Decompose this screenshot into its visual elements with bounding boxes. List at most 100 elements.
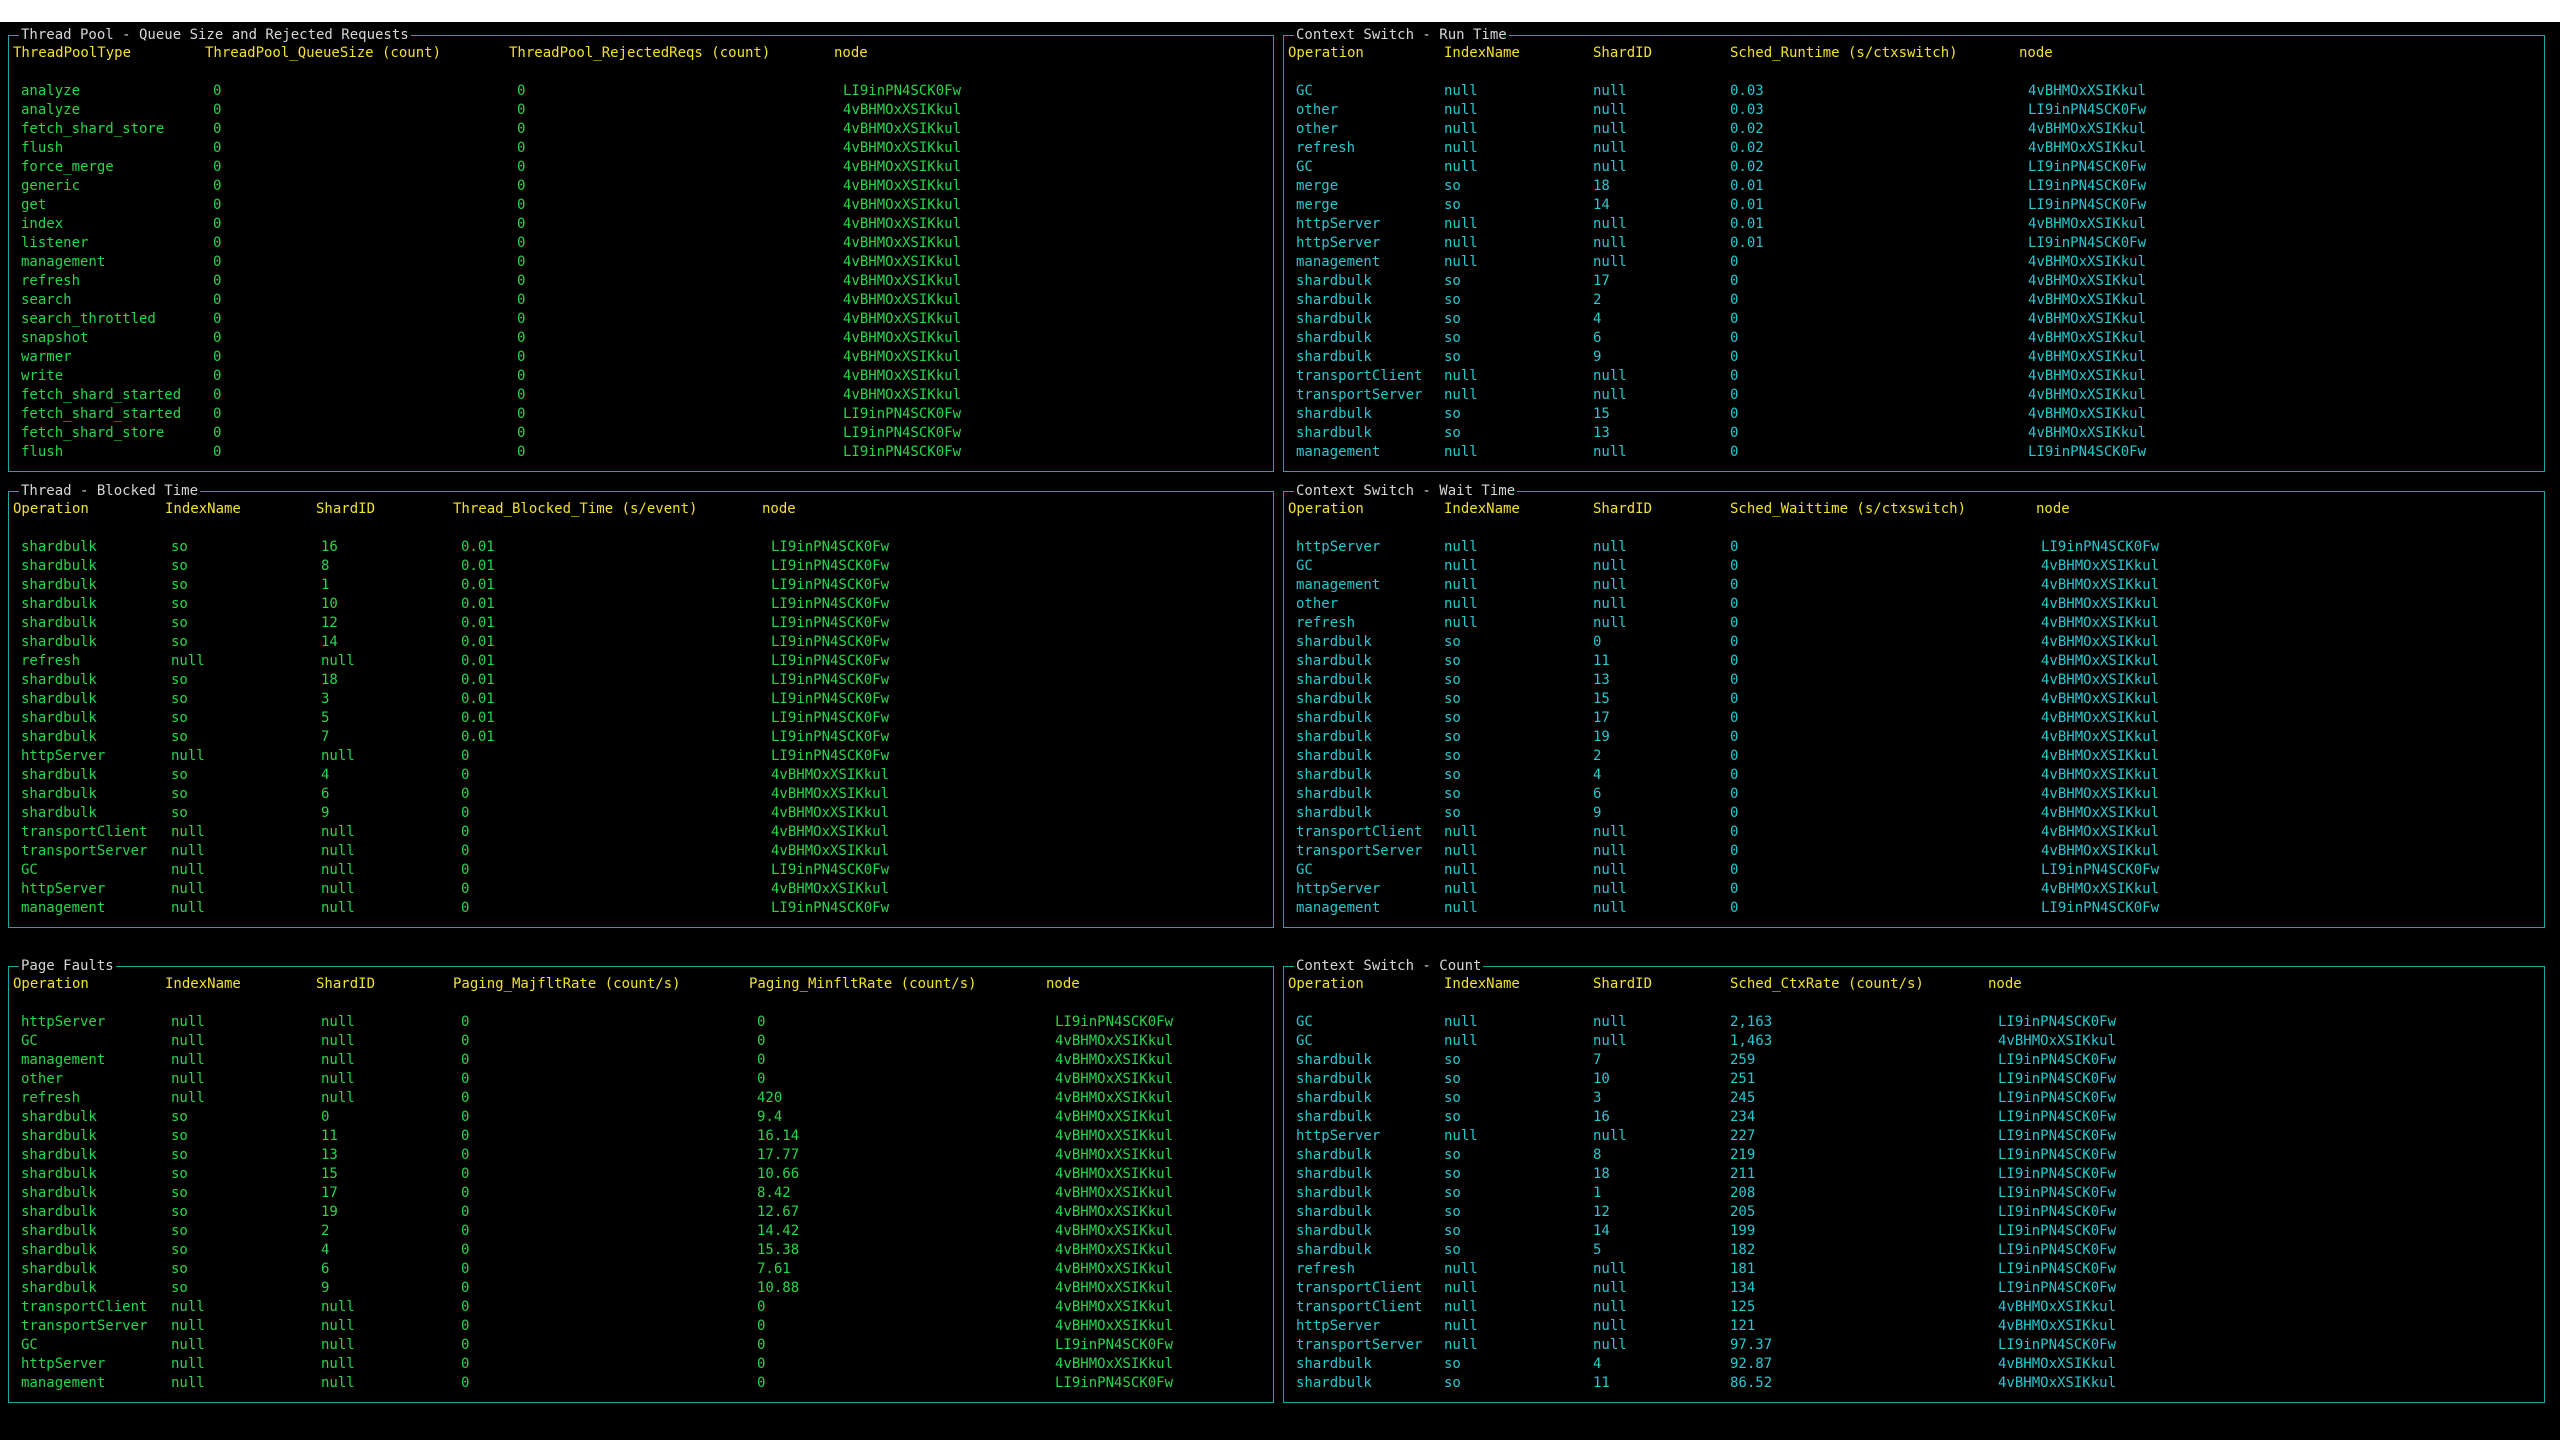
column-header[interactable]: Sched_CtxRate (count/s): [1730, 976, 1924, 992]
table-row[interactable]: refresh null null 0 420 4vBHMOxXSIKkul: [9, 1089, 1273, 1108]
table-row[interactable]: shardbulk so 6 0 4vBHMOxXSIKkul: [9, 785, 1273, 804]
table-row[interactable]: GC null null 0.02 LI9inPN4SCK0Fw: [1284, 158, 2544, 177]
table-row[interactable]: shardbulk so 4 0 15.38 4vBHMOxXSIKkul: [9, 1241, 1273, 1260]
table-row[interactable]: shardbulk so 13 0 17.77 4vBHMOxXSIKkul: [9, 1146, 1273, 1165]
table-row[interactable]: shardbulk so 15 0 4vBHMOxXSIKkul: [1284, 690, 2544, 709]
column-header[interactable]: Paging_MajfltRate (count/s): [453, 976, 681, 992]
table-row[interactable]: shardbulk so 9 0 4vBHMOxXSIKkul: [1284, 804, 2544, 823]
table-row[interactable]: GC null null 0.03 4vBHMOxXSIKkul: [1284, 82, 2544, 101]
column-header[interactable]: Operation: [13, 976, 89, 992]
column-header[interactable]: ThreadPool_QueueSize (count): [205, 45, 442, 61]
column-header[interactable]: IndexName: [165, 976, 241, 992]
column-header[interactable]: ShardID: [1593, 501, 1653, 517]
table-row[interactable]: management null null 0 0 4vBHMOxXSIKkul: [9, 1051, 1273, 1070]
table-row[interactable]: flush 0 0 LI9inPN4SCK0Fw: [9, 443, 1273, 462]
table-row[interactable]: refresh null null 0.02 4vBHMOxXSIKkul: [1284, 139, 2544, 158]
table-row[interactable]: transportServer null null 0 4vBHMOxXSIKkul: [9, 842, 1273, 861]
table-row[interactable]: shardbulk so 4 0 4vBHMOxXSIKkul: [1284, 766, 2544, 785]
table-row[interactable]: httpServer null null 121 4vBHMOxXSIKkul: [1284, 1317, 2544, 1336]
table-row[interactable]: management null null 0 LI9inPN4SCK0Fw: [1284, 443, 2544, 462]
table-row[interactable]: shardbulk so 9 0 10.88 4vBHMOxXSIKkul: [9, 1279, 1273, 1298]
table-row[interactable]: GC null null 0 4vBHMOxXSIKkul: [1284, 557, 2544, 576]
table-body[interactable]: shardbulk so 16 0.01 LI9inPN4SCK0Fw shardbulk…: [9, 538, 1273, 918]
table-row[interactable]: shardbulk so 18 0.01 LI9inPN4SCK0Fw: [9, 671, 1273, 690]
table-row[interactable]: transportServer null null 0 0 4vBHMOxXSIKkul: [9, 1317, 1273, 1336]
table-row[interactable]: shardbulk so 9 0 4vBHMOxXSIKkul: [9, 804, 1273, 823]
column-header[interactable]: node: [2019, 45, 2053, 61]
column-header[interactable]: node: [762, 501, 796, 517]
table-row[interactable]: other null null 0 4vBHMOxXSIKkul: [1284, 595, 2544, 614]
table-row[interactable]: transportServer null null 0 4vBHMOxXSIKkul: [1284, 842, 2544, 861]
table-row[interactable]: shardbulk so 18 211 LI9inPN4SCK0Fw: [1284, 1165, 2544, 1184]
table-row[interactable]: refresh null null 0 4vBHMOxXSIKkul: [1284, 614, 2544, 633]
table-row[interactable]: shardbulk so 13 0 4vBHMOxXSIKkul: [1284, 671, 2544, 690]
column-header[interactable]: IndexName: [1444, 501, 1520, 517]
table-row[interactable]: shardbulk so 6 0 4vBHMOxXSIKkul: [1284, 329, 2544, 348]
table-row[interactable]: httpServer null null 0 LI9inPN4SCK0Fw: [9, 747, 1273, 766]
table-row[interactable]: shardbulk so 14 199 LI9inPN4SCK0Fw: [1284, 1222, 2544, 1241]
table-row[interactable]: shardbulk so 19 0 12.67 4vBHMOxXSIKkul: [9, 1203, 1273, 1222]
table-row[interactable]: shardbulk so 0 0 4vBHMOxXSIKkul: [1284, 633, 2544, 652]
table-row[interactable]: GC null null 0 0 LI9inPN4SCK0Fw: [9, 1336, 1273, 1355]
table-row[interactable]: get 0 0 4vBHMOxXSIKkul: [9, 196, 1273, 215]
table-row[interactable]: httpServer null null 0.01 4vBHMOxXSIKkul: [1284, 215, 2544, 234]
table-row[interactable]: fetch_shard_started 0 0 LI9inPN4SCK0Fw: [9, 405, 1273, 424]
table-row[interactable]: shardbulk so 15 0 10.66 4vBHMOxXSIKkul: [9, 1165, 1273, 1184]
table-row[interactable]: other null null 0 0 4vBHMOxXSIKkul: [9, 1070, 1273, 1089]
table-row[interactable]: shardbulk so 12 0.01 LI9inPN4SCK0Fw: [9, 614, 1273, 633]
table-row[interactable]: GC null null 0 0 4vBHMOxXSIKkul: [9, 1032, 1273, 1051]
table-row[interactable]: httpServer null null 0 0 LI9inPN4SCK0Fw: [9, 1013, 1273, 1032]
column-header[interactable]: IndexName: [1444, 976, 1520, 992]
column-header[interactable]: node: [1046, 976, 1080, 992]
table-row[interactable]: management null null 0 0 LI9inPN4SCK0Fw: [9, 1374, 1273, 1393]
table-row[interactable]: management null null 0 4vBHMOxXSIKkul: [1284, 576, 2544, 595]
table-row[interactable]: management null null 0 4vBHMOxXSIKkul: [1284, 253, 2544, 272]
table-row[interactable]: flush 0 0 4vBHMOxXSIKkul: [9, 139, 1273, 158]
table-row[interactable]: httpServer null null 0 4vBHMOxXSIKkul: [1284, 880, 2544, 899]
column-header[interactable]: ShardID: [316, 976, 376, 992]
column-header[interactable]: node: [1988, 976, 2022, 992]
column-header[interactable]: ShardID: [316, 501, 376, 517]
table-row[interactable]: shardbulk so 4 0 4vBHMOxXSIKkul: [1284, 310, 2544, 329]
table-row[interactable]: shardbulk so 2 0 14.42 4vBHMOxXSIKkul: [9, 1222, 1273, 1241]
table-row[interactable]: shardbulk so 9 0 4vBHMOxXSIKkul: [1284, 348, 2544, 367]
table-row[interactable]: management null null 0 LI9inPN4SCK0Fw: [1284, 899, 2544, 918]
table-row[interactable]: shardbulk so 16 234 LI9inPN4SCK0Fw: [1284, 1108, 2544, 1127]
table-row[interactable]: shardbulk so 2 0 4vBHMOxXSIKkul: [1284, 291, 2544, 310]
table-row[interactable]: other null null 0.03 LI9inPN4SCK0Fw: [1284, 101, 2544, 120]
table-row[interactable]: shardbulk so 17 0 4vBHMOxXSIKkul: [1284, 272, 2544, 291]
table-row[interactable]: shardbulk so 14 0.01 LI9inPN4SCK0Fw: [9, 633, 1273, 652]
column-header[interactable]: node: [834, 45, 868, 61]
table-row[interactable]: fetch_shard_store 0 0 4vBHMOxXSIKkul: [9, 120, 1273, 139]
table-row[interactable]: fetch_shard_started 0 0 4vBHMOxXSIKkul: [9, 386, 1273, 405]
column-header[interactable]: Operation: [1288, 976, 1364, 992]
column-header[interactable]: Thread_Blocked_Time (s/event): [453, 501, 698, 517]
table-row[interactable]: httpServer null null 227 LI9inPN4SCK0Fw: [1284, 1127, 2544, 1146]
table-row[interactable]: analyze 0 0 4vBHMOxXSIKkul: [9, 101, 1273, 120]
table-row[interactable]: transportClient null null 125 4vBHMOxXSIKkul: [1284, 1298, 2544, 1317]
table-row[interactable]: shardbulk so 8 219 LI9inPN4SCK0Fw: [1284, 1146, 2544, 1165]
table-row[interactable]: httpServer null null 0 4vBHMOxXSIKkul: [9, 880, 1273, 899]
table-row[interactable]: shardbulk so 5 182 LI9inPN4SCK0Fw: [1284, 1241, 2544, 1260]
table-row[interactable]: transportClient null null 0 0 4vBHMOxXSIKkul: [9, 1298, 1273, 1317]
table-body[interactable]: analyze 0 0 LI9inPN4SCK0Fw analyze 0 0 4vBHMOxX…: [9, 82, 1273, 462]
table-row[interactable]: shardbulk so 8 0.01 LI9inPN4SCK0Fw: [9, 557, 1273, 576]
column-header[interactable]: Sched_Waittime (s/ctxswitch): [1730, 501, 1967, 517]
table-body[interactable]: httpServer null null 0 0 LI9inPN4SCK0Fw GC null…: [9, 1013, 1273, 1393]
table-row[interactable]: refresh null null 181 LI9inPN4SCK0Fw: [1284, 1260, 2544, 1279]
table-row[interactable]: merge so 18 0.01 LI9inPN4SCK0Fw: [1284, 177, 2544, 196]
table-row[interactable]: shardbulk so 6 0 4vBHMOxXSIKkul: [1284, 785, 2544, 804]
table-row[interactable]: index 0 0 4vBHMOxXSIKkul: [9, 215, 1273, 234]
table-row[interactable]: GC null null 2,163 LI9inPN4SCK0Fw: [1284, 1013, 2544, 1032]
table-row[interactable]: force_merge 0 0 4vBHMOxXSIKkul: [9, 158, 1273, 177]
table-row[interactable]: transportClient null null 134 LI9inPN4SCK0Fw: [1284, 1279, 2544, 1298]
table-row[interactable]: management 0 0 4vBHMOxXSIKkul: [9, 253, 1273, 272]
table-row[interactable]: shardbulk so 3 0.01 LI9inPN4SCK0Fw: [9, 690, 1273, 709]
table-row[interactable]: shardbulk so 11 86.52 4vBHMOxXSIKkul: [1284, 1374, 2544, 1393]
table-row[interactable]: shardbulk so 1 0.01 LI9inPN4SCK0Fw: [9, 576, 1273, 595]
table-row[interactable]: management null null 0 LI9inPN4SCK0Fw: [9, 899, 1273, 918]
table-row[interactable]: shardbulk so 11 0 4vBHMOxXSIKkul: [1284, 652, 2544, 671]
table-row[interactable]: shardbulk so 17 0 8.42 4vBHMOxXSIKkul: [9, 1184, 1273, 1203]
column-header[interactable]: Operation: [1288, 45, 1364, 61]
column-header[interactable]: ThreadPool_RejectedReqs (count): [509, 45, 771, 61]
